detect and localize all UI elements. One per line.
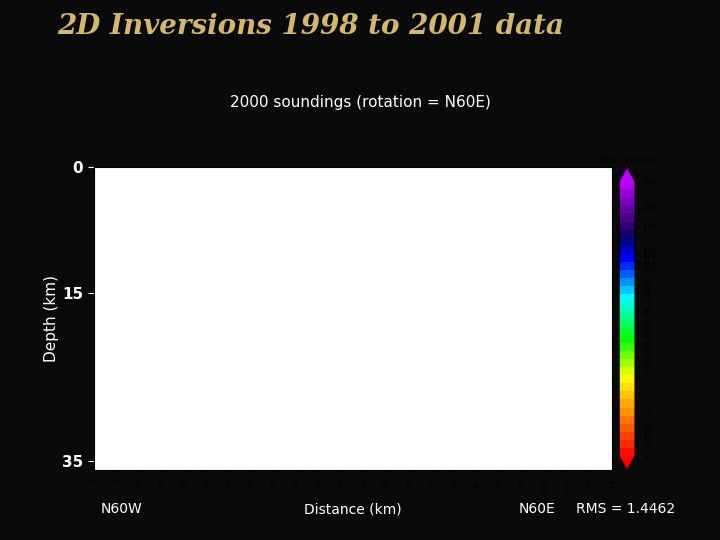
Text: N60E: N60E bbox=[518, 502, 555, 516]
PathPatch shape bbox=[619, 456, 635, 470]
Y-axis label: Depth (km): Depth (km) bbox=[44, 275, 59, 362]
Text: 2000 soundings (rotation = N60E): 2000 soundings (rotation = N60E) bbox=[230, 94, 490, 110]
Text: 2D Inversions 1998 to 2001 data: 2D Inversions 1998 to 2001 data bbox=[58, 14, 564, 40]
Text: Distance (km): Distance (km) bbox=[304, 502, 402, 516]
PathPatch shape bbox=[619, 167, 635, 181]
Text: N60W: N60W bbox=[101, 502, 143, 516]
Title: Rho (ohm m): Rho (ohm m) bbox=[600, 156, 654, 165]
Text: RMS = 1.4462: RMS = 1.4462 bbox=[576, 502, 675, 516]
